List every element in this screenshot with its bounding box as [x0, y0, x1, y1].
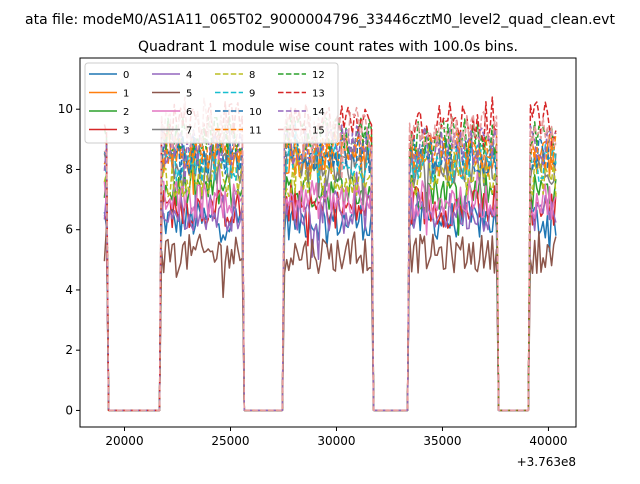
series-line-6	[103, 148, 557, 412]
y-tick-label: 0	[65, 403, 73, 417]
y-tick-label: 6	[65, 223, 73, 237]
axes-frame	[79, 57, 577, 428]
y-axis: 0 2 4 6 8 10	[58, 102, 80, 417]
legend-label-3: 3	[123, 126, 129, 137]
legend-box	[84, 62, 339, 144]
x-tick-label: 40000	[529, 434, 567, 448]
x-tick-label: 30000	[317, 434, 355, 448]
legend-label-15: 15	[312, 126, 325, 137]
y-tick-label: 10	[58, 102, 73, 116]
x-tick-label: 20000	[105, 434, 143, 448]
figure-suptitle: ata file: modeM0/AS1A11_065T02_900000479…	[25, 12, 615, 28]
legend-label-2: 2	[123, 107, 129, 118]
legend-label-4: 4	[186, 70, 192, 81]
legend-label-8: 8	[249, 70, 255, 81]
x-tick-label: 35000	[423, 434, 461, 448]
legend-label-5: 5	[186, 89, 192, 100]
x-tick-label: 25000	[211, 434, 249, 448]
legend-label-6: 6	[186, 107, 192, 118]
y-tick-label: 4	[65, 283, 73, 297]
legend-label-7: 7	[186, 126, 192, 137]
legend-label-14: 14	[312, 107, 325, 118]
y-tick-label: 8	[65, 162, 73, 176]
legend-label-9: 9	[249, 89, 255, 100]
legend-label-11: 11	[249, 126, 262, 137]
x-axis-offset-label: +3.763e8	[517, 455, 576, 469]
legend-label-0: 0	[123, 70, 129, 81]
legend-label-13: 13	[312, 89, 325, 100]
x-axis: 20000 25000 30000 35000 40000	[105, 427, 568, 448]
y-tick-label: 2	[65, 343, 73, 357]
legend-label-10: 10	[249, 107, 262, 118]
series-line-5	[103, 226, 557, 412]
chart-title: Quadrant 1 module wise count rates with …	[138, 39, 518, 55]
legend-label-12: 12	[312, 70, 325, 81]
series-line-12	[103, 116, 557, 412]
legend-label-1: 1	[123, 89, 129, 100]
